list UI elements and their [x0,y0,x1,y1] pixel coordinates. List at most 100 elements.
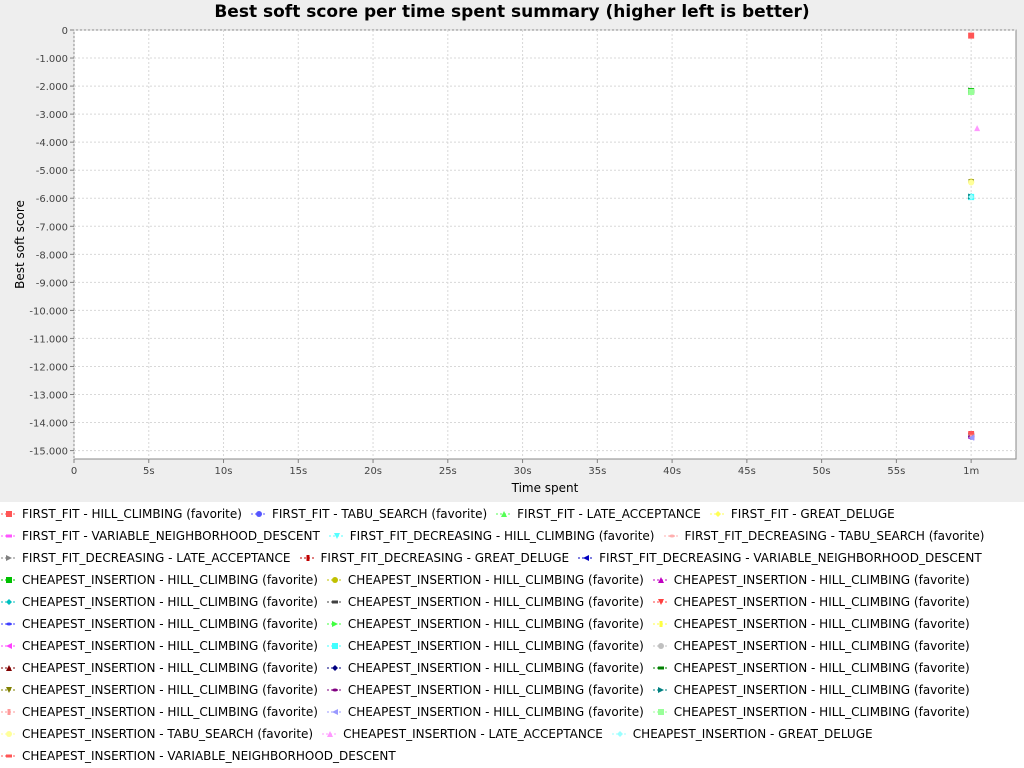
y-tick-label: -9.000 [36,278,68,289]
legend-item: CHEAPEST_INSERTION - LATE_ACCEPTANCE [321,727,603,741]
data-point [974,125,981,132]
legend-label: CHEAPEST_INSERTION - HILL_CLIMBING (favo… [673,595,970,609]
y-tick-label: -2.000 [36,82,68,93]
y-tick-label: -11.000 [29,334,68,345]
legend-marker-icon [1,709,17,715]
legend-item: FIRST_FIT - GREAT_DELUGE [709,507,895,521]
y-tick-label: -1.000 [36,54,68,65]
legend-marker-icon [1,754,17,758]
legend-marker-icon [652,666,669,670]
y-tick-label: -6.000 [36,194,68,205]
legend-marker-icon [652,599,669,605]
legend-item: FIRST_FIT - TABU_SEARCH (favorite) [250,507,487,521]
legend-item: FIRST_FIT - VARIABLE_NEIGHBORHOOD_DESCEN… [0,529,320,543]
legend-label: CHEAPEST_INSERTION - HILL_CLIMBING (favo… [347,573,644,587]
legend-row: CHEAPEST_INSERTION - HILL_CLIMBING (favo… [0,657,978,679]
legend-item: CHEAPEST_INSERTION - HILL_CLIMBING (favo… [652,573,970,587]
legend-item: CHEAPEST_INSERTION - GREAT_DELUGE [611,727,873,741]
y-axis-ticks: 0 -1.000 -2.000 -3.000 -4.000 -5.000 -6.000 -7.… [29,26,74,458]
legend-label: CHEAPEST_INSERTION - HILL_CLIMBING (favo… [22,573,318,587]
x-tick-label: 40s [663,466,681,477]
legend-item: CHEAPEST_INSERTION - HILL_CLIMBING (favo… [326,661,644,675]
plot-area [73,29,1017,460]
y-tick-label: -7.000 [36,222,68,233]
legend-marker-icon [326,688,343,692]
legend-item: CHEAPEST_INSERTION - HILL_CLIMBING (favo… [652,705,970,719]
legend-row: CHEAPEST_INSERTION - HILL_CLIMBING (favo… [0,701,978,723]
legend-label: FIRST_FIT - HILL_CLIMBING (favorite) [22,507,242,521]
legend-item: CHEAPEST_INSERTION - HILL_CLIMBING (favo… [0,595,318,609]
legend-marker-icon [1,731,17,737]
legend-item: CHEAPEST_INSERTION - HILL_CLIMBING (favo… [326,573,644,587]
legend-marker-icon [652,709,669,715]
legend-marker-icon [1,534,17,538]
legend-label: CHEAPEST_INSERTION - HILL_CLIMBING (favo… [22,705,318,719]
legend-label: CHEAPEST_INSERTION - HILL_CLIMBING (favo… [347,617,644,631]
legend-label: FIRST_FIT - VARIABLE_NEIGHBORHOOD_DESCEN… [22,529,320,543]
legend-marker-icon [652,643,669,649]
legend: FIRST_FIT - HILL_CLIMBING (favorite) FIRS… [0,502,1024,768]
data-point [968,179,975,186]
legend-label: CHEAPEST_INSERTION - HILL_CLIMBING (favo… [22,661,318,675]
x-tick-label: 15s [289,466,307,477]
legend-item: FIRST_FIT - LATE_ACCEPTANCE [495,507,701,521]
data-point [968,32,975,39]
legend-label: CHEAPEST_INSERTION - VARIABLE_NEIGHBORHO… [22,749,396,763]
legend-marker-icon [1,599,17,605]
legend-item: CHEAPEST_INSERTION - HILL_CLIMBING (favo… [326,639,644,653]
legend-label: CHEAPEST_INSERTION - TABU_SEARCH (favori… [22,727,314,741]
legend-row: CHEAPEST_INSERTION - HILL_CLIMBING (favo… [0,569,978,591]
y-tick-label: -10.000 [29,306,68,317]
y-tick-label: -5.000 [36,166,68,177]
legend-marker-icon [1,643,17,649]
legend-marker-icon [578,555,595,561]
legend-label: CHEAPEST_INSERTION - HILL_CLIMBING (favo… [673,617,970,631]
legend-row: CHEAPEST_INSERTION - VARIABLE_NEIGHBORHO… [0,745,404,767]
legend-marker-icon [250,511,267,517]
legend-row: CHEAPEST_INSERTION - HILL_CLIMBING (favo… [0,679,978,701]
legend-marker-icon [322,731,339,737]
legend-marker-icon [1,687,17,693]
legend-label: CHEAPEST_INSERTION - HILL_CLIMBING (favo… [673,683,970,697]
legend-label: CHEAPEST_INSERTION - HILL_CLIMBING (favo… [22,639,318,653]
legend-marker-icon [709,511,726,517]
legend-item: CHEAPEST_INSERTION - HILL_CLIMBING (favo… [652,617,970,631]
legend-marker-icon [326,709,343,715]
legend-item: CHEAPEST_INSERTION - HILL_CLIMBING (favo… [0,683,318,697]
legend-item: FIRST_FIT_DECREASING - VARIABLE_NEIGHBOR… [577,551,982,565]
y-tick-label: 0 [62,26,68,37]
legend-row: CHEAPEST_INSERTION - HILL_CLIMBING (favo… [0,591,978,613]
legend-marker-icon [1,622,17,626]
legend-item: CHEAPEST_INSERTION - HILL_CLIMBING (favo… [326,705,644,719]
legend-item: CHEAPEST_INSERTION - HILL_CLIMBING (favo… [652,683,970,697]
legend-marker-icon [611,731,628,737]
legend-item: CHEAPEST_INSERTION - HILL_CLIMBING (favo… [0,705,318,719]
legend-marker-icon [496,511,513,517]
y-tick-label: -13.000 [29,391,68,402]
legend-row: CHEAPEST_INSERTION - TABU_SEARCH (favori… [0,723,881,745]
legend-item: FIRST_FIT_DECREASING - HILL_CLIMBING (fa… [328,529,655,543]
legend-item: FIRST_FIT_DECREASING - GREAT_DELUGE [299,551,569,565]
x-axis-ticks: 0 5s 10s 15s 20s 25s 30s 35s 40s 45s 50s 55s 1m [71,459,979,477]
legend-marker-icon [652,687,669,693]
y-axis-label: Best soft score [13,200,27,289]
x-tick-label: 35s [588,466,606,477]
grid-lines [73,29,1016,459]
legend-row: CHEAPEST_INSERTION - HILL_CLIMBING (favo… [0,613,978,635]
legend-label: FIRST_FIT_DECREASING - LATE_ACCEPTANCE [22,551,291,565]
legend-label: CHEAPEST_INSERTION - HILL_CLIMBING (favo… [22,683,318,697]
legend-row: FIRST_FIT - VARIABLE_NEIGHBORHOOD_DESCEN… [0,525,992,547]
y-tick-label: -4.000 [36,138,68,149]
legend-row: FIRST_FIT_DECREASING - LATE_ACCEPTANCE FI… [0,547,990,569]
legend-label: CHEAPEST_INSERTION - HILL_CLIMBING (favo… [347,661,644,675]
legend-item: FIRST_FIT_DECREASING - TABU_SEARCH (favo… [663,529,984,543]
legend-label: CHEAPEST_INSERTION - HILL_CLIMBING (favo… [673,661,970,675]
legend-marker-icon [652,621,669,627]
chart-canvas: 0 5s 10s 15s 20s 25s 30s 35s 40s 45s 50s 55s 1m 0 -1.… [13,26,1017,495]
legend-marker-icon [326,577,343,583]
legend-item: CHEAPEST_INSERTION - TABU_SEARCH (favori… [0,727,313,741]
y-tick-label: -3.000 [36,110,68,121]
legend-item: CHEAPEST_INSERTION - VARIABLE_NEIGHBORHO… [0,749,396,763]
legend-label: CHEAPEST_INSERTION - HILL_CLIMBING (favo… [347,639,644,653]
legend-label: CHEAPEST_INSERTION - LATE_ACCEPTANCE [343,727,603,741]
